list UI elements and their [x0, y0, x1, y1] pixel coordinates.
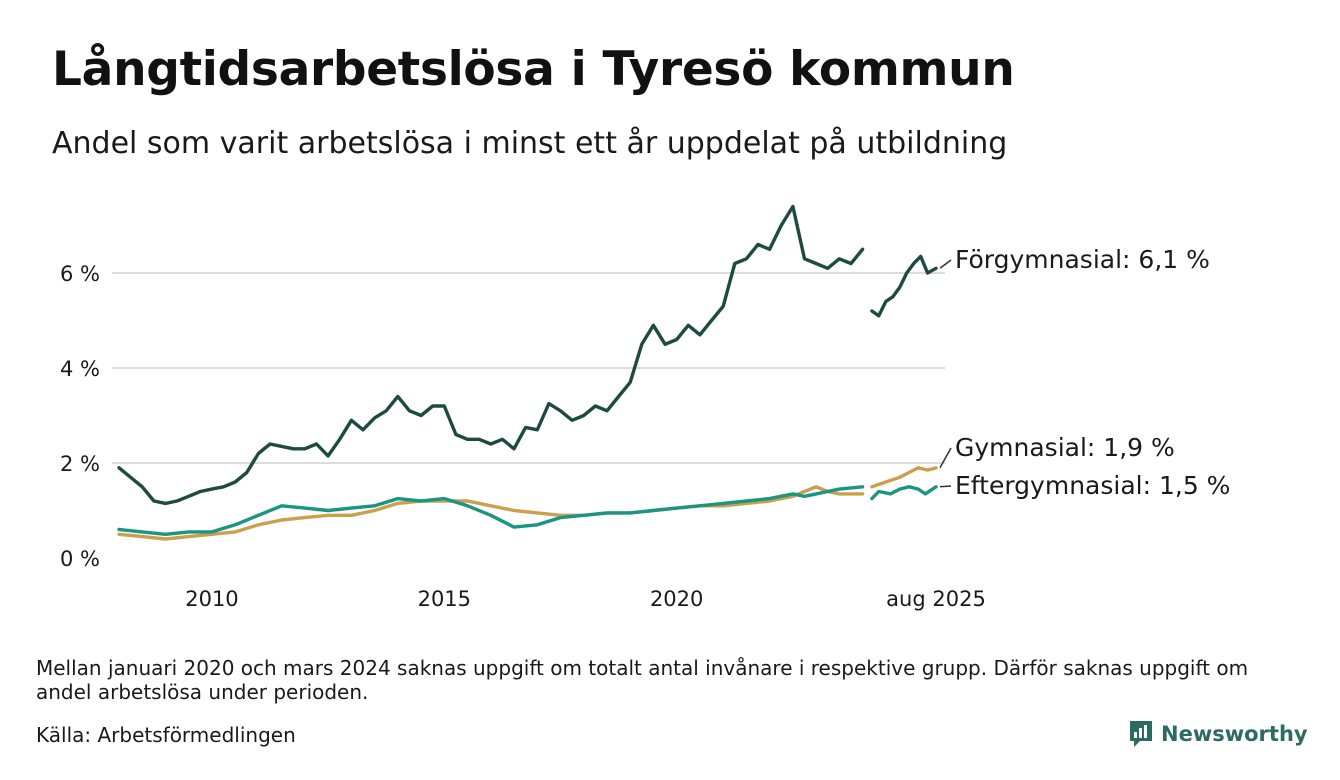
x-tick-label-0: 2010	[185, 587, 238, 611]
label-leader-gymnasial	[939, 447, 952, 469]
series-line-gymnasial-1	[870, 466, 938, 489]
grid-lines	[112, 272, 945, 464]
series-label-förgymnasial: Förgymnasial: 6,1 %	[955, 245, 1210, 274]
newsworthy-logo-text: Newsworthy	[1161, 722, 1308, 746]
series-line-förgymnasial-0	[117, 204, 865, 506]
y-tick-label-1: 2 %	[60, 452, 100, 476]
series-lines	[117, 204, 938, 541]
x-tick-label-3: aug 2025	[886, 587, 986, 611]
series-line-eftergymnasial-0	[117, 485, 865, 536]
newsworthy-logo: Newsworthy	[1128, 718, 1308, 750]
x-axis-tick-labels: 2010 2015 2020 aug 2025	[185, 587, 986, 611]
series-label-eftergymnasial: Eftergymnasial: 1,5 %	[955, 471, 1230, 500]
series-line-förgymnasial-1	[870, 254, 938, 318]
x-tick-label-2: 2020	[650, 587, 703, 611]
series-line-eftergymnasial-1	[870, 485, 938, 501]
footnote: Mellan januari 2020 och mars 2024 saknas…	[36, 656, 1249, 704]
line-chart: 0 % 2 % 4 % 6 % 2010 2015 2020 aug 2025 Förgym…	[60, 204, 1230, 611]
y-tick-label-3: 6 %	[60, 262, 100, 286]
source-text: Källa: Arbetsförmedlingen	[36, 723, 296, 747]
series-label-gymnasial: Gymnasial: 1,9 %	[955, 433, 1175, 462]
page-title: Långtidsarbetslösa i Tyresö kommun	[52, 42, 1015, 97]
newsworthy-logo-icon	[1130, 721, 1152, 747]
y-axis-tick-labels: 0 % 2 % 4 % 6 %	[60, 262, 100, 571]
y-tick-label-0: 0 %	[60, 547, 100, 571]
label-leader-eftergymnasial	[939, 485, 952, 488]
series-line-gymnasial-0	[117, 485, 865, 541]
series-end-labels: Förgymnasial: 6,1 % Gymnasial: 1,9 % Efter…	[939, 245, 1230, 500]
x-tick-label-1: 2015	[418, 587, 471, 611]
label-leader-förgymnasial	[939, 259, 952, 269]
y-tick-label-2: 4 %	[60, 357, 100, 381]
page-subtitle: Andel som varit arbetslösa i minst ett å…	[52, 126, 1008, 161]
